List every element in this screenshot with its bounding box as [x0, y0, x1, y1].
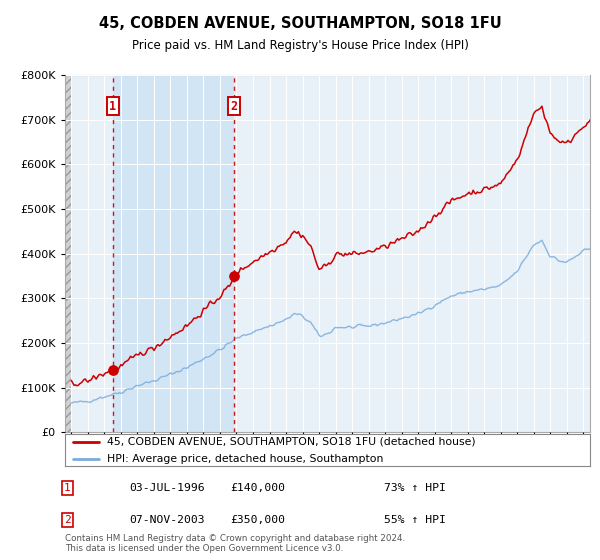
Text: Price paid vs. HM Land Registry's House Price Index (HPI): Price paid vs. HM Land Registry's House … [131, 39, 469, 52]
Point [229, 272, 239, 281]
Text: 07-NOV-2003: 07-NOV-2003 [129, 515, 205, 525]
Text: 55% ↑ HPI: 55% ↑ HPI [384, 515, 446, 525]
Text: 2: 2 [64, 515, 71, 525]
Text: HPI: Average price, detached house, Southampton: HPI: Average price, detached house, Sout… [107, 454, 383, 464]
Text: 45, COBDEN AVENUE, SOUTHAMPTON, SO18 1FU: 45, COBDEN AVENUE, SOUTHAMPTON, SO18 1FU [98, 16, 502, 31]
Bar [113, 75, 234, 432]
Text: £350,000: £350,000 [230, 515, 286, 525]
Bar [65, 75, 71, 432]
Text: 1: 1 [64, 483, 71, 493]
Text: 73% ↑ HPI: 73% ↑ HPI [384, 483, 446, 493]
Point [108, 365, 118, 374]
Text: Contains HM Land Registry data © Crown copyright and database right 2024.
This d: Contains HM Land Registry data © Crown c… [65, 534, 405, 553]
Text: 45, COBDEN AVENUE, SOUTHAMPTON, SO18 1FU (detached house): 45, COBDEN AVENUE, SOUTHAMPTON, SO18 1FU… [107, 437, 475, 447]
Text: 03-JUL-1996: 03-JUL-1996 [129, 483, 205, 493]
Text: 1: 1 [109, 100, 116, 113]
Text: £140,000: £140,000 [230, 483, 286, 493]
Text: 2: 2 [230, 100, 238, 113]
